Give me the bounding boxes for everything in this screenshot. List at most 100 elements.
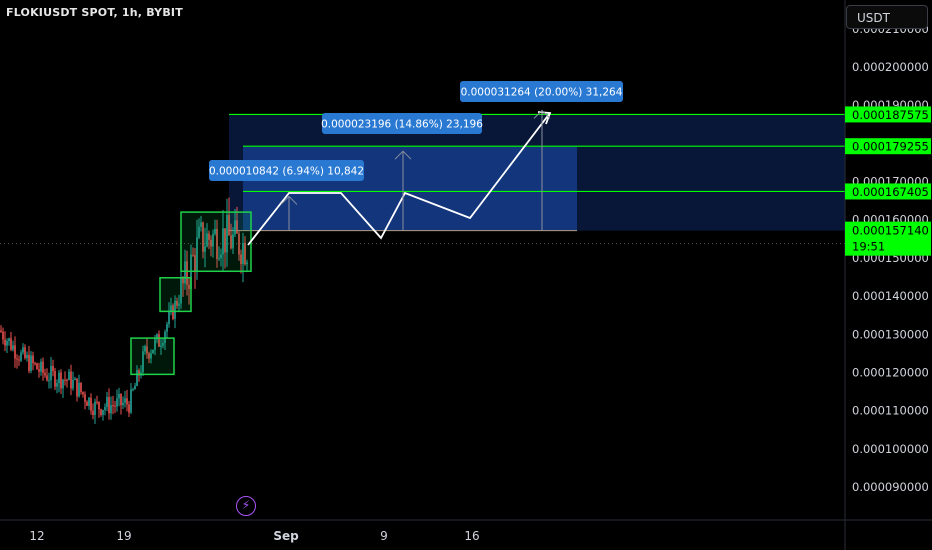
candle-body [128,404,130,413]
candle-body [184,261,186,284]
time-tick-label: 9 [380,529,388,543]
candle-body [226,215,228,253]
candle-body [92,410,94,416]
candle-body [50,365,52,381]
candle-body [194,255,196,272]
price-tick-label: 0.000100000 [852,442,929,456]
candle-body [170,305,172,312]
lightning-icon[interactable]: ⚡ [236,496,256,516]
candle-body [96,401,98,403]
candle-body [186,261,188,285]
candle-body [38,369,40,372]
candle-body [112,405,114,407]
candle-body [32,355,34,364]
candle-body [132,389,134,391]
candle-body [70,371,72,389]
candle-body [62,379,64,389]
candle-body [10,338,12,350]
candle-body [46,375,48,381]
candle-body [18,359,20,361]
candle-body [88,397,90,406]
measurements-layer: 0.000010842 (6.94%) 10,842 0.000023196 (1… [209,81,623,231]
candle-body [142,351,144,373]
price-level-tag [845,106,931,123]
price-tick-label: 0.000120000 [852,365,929,379]
price-level-tag-text: 0.000187575 [852,108,929,122]
candle-body [68,371,70,381]
candle-body [48,380,50,382]
candle-body [44,372,46,376]
price-tick-label: 0.000200000 [852,60,929,74]
candle-body [40,361,42,372]
price-tick-label: 0.000130000 [852,327,929,341]
candle-body [42,361,44,373]
candle-body [108,396,110,414]
candle-body [58,372,60,384]
candle-body [102,410,104,415]
candle-body [26,354,28,359]
candle-body [76,378,78,397]
candle-body [156,334,158,340]
candle-body [138,370,140,376]
candle-body [74,378,76,380]
candle-body [14,345,16,359]
candle-body [30,355,32,371]
candle-body [28,354,30,371]
candle-body [212,233,214,247]
currency-selector-button[interactable]: USDT [846,5,928,29]
candle-body [116,398,118,407]
candle-body [86,401,88,406]
projected-path [247,112,551,246]
candle-body [240,254,242,265]
candle-body [134,385,136,390]
candle-body [52,365,54,372]
price-tick-label: 0.000110000 [852,404,929,418]
candle-body [162,343,164,346]
candle-body [8,338,10,342]
current-price-tag [845,221,931,256]
price-level-tag-text: 0.000167405 [852,185,929,199]
candle-body [244,242,246,265]
candle-body [114,405,116,407]
candle-body [178,303,180,306]
candle-body [160,345,162,347]
candle-body [78,382,80,397]
measurement-label-box [460,81,623,102]
candle-body [224,228,226,253]
candle-body [242,242,244,265]
candle-body [222,228,224,255]
candle-body [72,379,74,389]
candle-body [200,222,202,227]
candle-body [90,397,92,411]
measurement-arrowhead [533,109,551,119]
candle-body [12,345,14,350]
candle-body [122,402,124,406]
price-level-tag [845,183,931,200]
measurement-label-text: 0.000010842 (6.94%) 10,842 [209,166,364,178]
candle-body [218,258,220,260]
candle-body [152,349,154,354]
candle-body [66,379,68,381]
candle-body [192,254,194,256]
price-level-tag-text: 0.000179255 [852,140,929,154]
time-tick-label: 19 [116,529,131,543]
candle-body [228,215,230,236]
candle-body [168,311,170,325]
candle-body [136,370,138,386]
candle-body [36,363,38,370]
measurement-arrowhead [394,150,412,160]
candle-body [196,237,198,272]
candle-body [188,284,190,289]
candle-body [124,398,126,403]
price-level-tag [845,138,931,155]
candle-body [204,246,206,252]
candle-body [20,352,22,361]
candle-body [210,239,212,247]
candle-body [106,396,108,407]
candle-body [84,394,86,402]
candle-body [64,379,66,381]
measurement-label-text: 0.000031264 (20.00%) 31,264 [461,87,623,99]
candle-body [110,405,112,414]
